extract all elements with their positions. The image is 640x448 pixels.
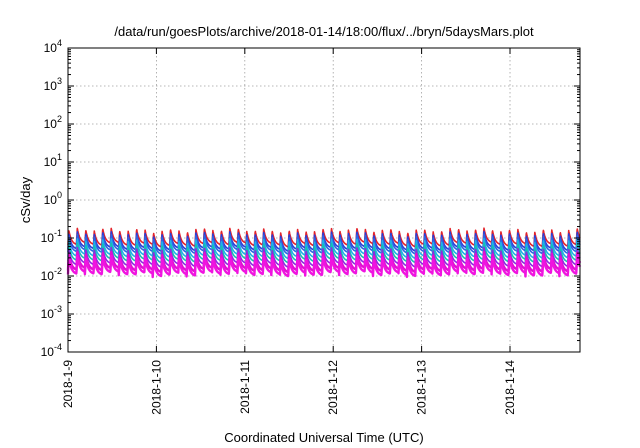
y-tick-labels: 10-4 10-3 10-2 10-1 100 101 102 103 104 [41, 38, 62, 359]
chart-title: /data/run/goesPlots/archive/2018-01-14/1… [114, 24, 534, 39]
data-series [66, 227, 582, 279]
y-tick-label: 10-2 [41, 266, 62, 283]
x-tick-labels: 2018-1-9 2018-1-10 2018-1-11 2018-1-12 2018-… [61, 360, 517, 415]
y-tick-label: 10-1 [41, 228, 62, 245]
series-line [67, 237, 581, 261]
y-tick-label: 100 [44, 190, 62, 207]
y-tick-label: 104 [44, 38, 62, 55]
x-tick-label: 2018-1-12 [326, 360, 340, 415]
x-tick-label: 2018-1-14 [503, 360, 517, 415]
grid-lines [68, 48, 580, 352]
x-tick-label: 2018-1-11 [238, 360, 252, 414]
x-tick-label: 2018-1-9 [61, 360, 75, 408]
x-tick-label: 2018-1-13 [415, 360, 429, 415]
y-tick-label: 101 [44, 152, 62, 169]
series-line [66, 254, 582, 279]
axis-ticks [67, 47, 580, 353]
y-tick-label: 10-3 [41, 304, 62, 321]
series-line [67, 242, 581, 265]
y-tick-label: 102 [44, 114, 62, 131]
y-tick-label: 10-4 [41, 342, 62, 359]
y-tick-label: 103 [44, 76, 62, 93]
x-tick-label: 2018-1-10 [149, 360, 163, 415]
y-axis-label: cSv/day [18, 176, 33, 223]
x-axis-label: Coordinated Universal Time (UTC) [224, 430, 423, 445]
